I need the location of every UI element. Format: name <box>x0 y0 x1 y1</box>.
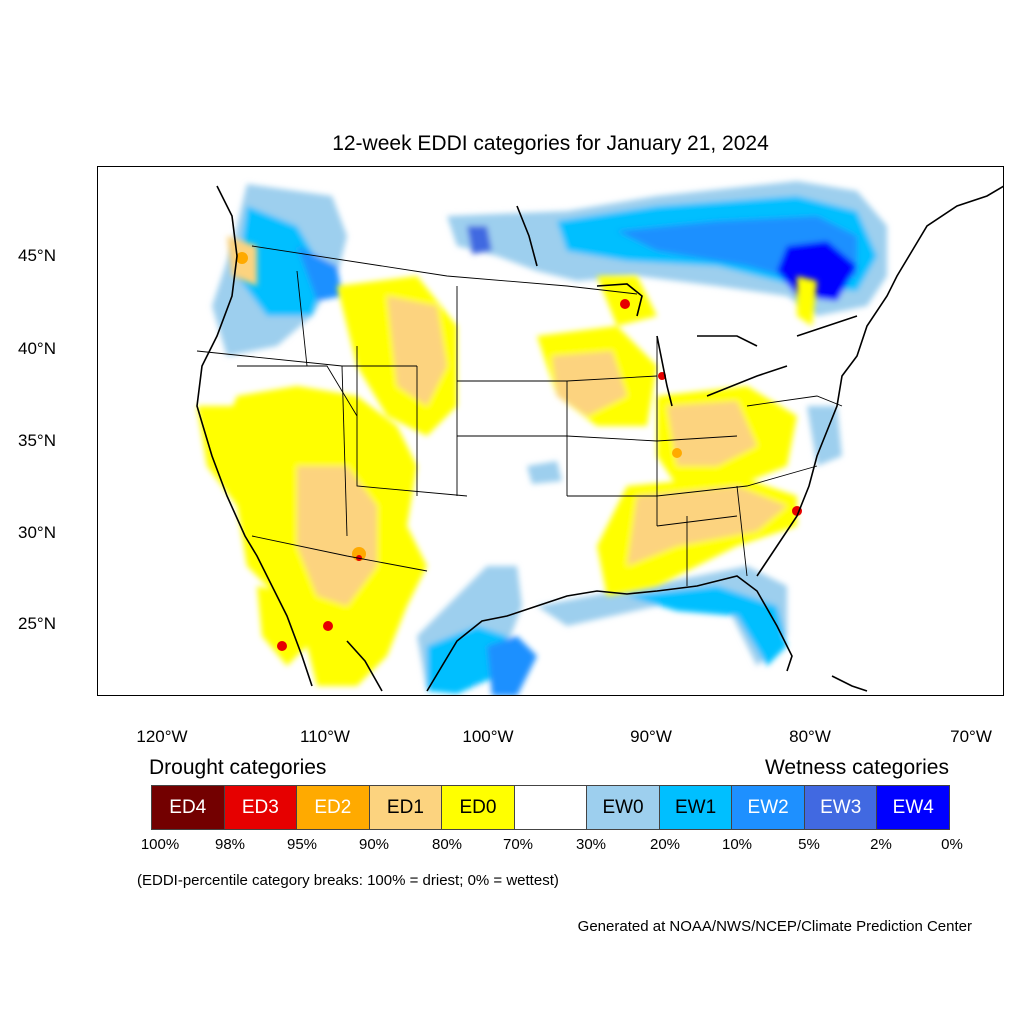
credit-line: Generated at NOAA/NWS/NCEP/Climate Predi… <box>577 918 972 935</box>
drought-regions <box>197 236 817 686</box>
lon-label-110: 110°W <box>300 727 350 746</box>
break-label: 80% <box>431 836 463 853</box>
political-borders <box>196 245 843 586</box>
legend-box-ed1: ED1 <box>369 786 443 829</box>
eddi-map <box>97 166 1004 696</box>
lon-label-120: 120°W <box>136 727 188 746</box>
lat-label-25: 25°N <box>18 614 56 633</box>
lat-label-45: 45°N <box>18 246 56 265</box>
legend-box-ed0: ED0 <box>442 786 515 829</box>
map-title: 12-week EDDI categories for January 21, … <box>332 132 769 155</box>
lon-label-80: 80°W <box>789 727 831 746</box>
legend-box-ew0: EW0 <box>587 786 660 829</box>
coastlines <box>196 185 1004 692</box>
legend-box-ew3: EW3 <box>804 786 878 829</box>
lon-label-70: 70°W <box>950 727 992 746</box>
lat-label-35: 35°N <box>18 431 56 450</box>
lat-label-40: 40°N <box>18 339 56 358</box>
legend-box-ew1: EW1 <box>659 786 733 829</box>
category-legend: ED4 ED3 ED2 ED1 ED0 EW0 EW1 EW2 EW3 EW4 <box>151 785 951 830</box>
break-label: 100% <box>140 836 180 853</box>
break-label: 5% <box>798 836 820 853</box>
lon-label-100: 100°W <box>462 727 514 746</box>
legend-box-ew2: EW2 <box>732 786 805 829</box>
category-note: (EDDI-percentile category breaks: 100% =… <box>137 872 559 889</box>
break-label: 98% <box>214 836 246 853</box>
break-label: 2% <box>870 836 892 853</box>
break-label: 20% <box>649 836 681 853</box>
legend-box-ed4: ED4 <box>151 786 225 829</box>
lat-label-30: 30°N <box>18 523 56 542</box>
legend-box-ew4: EW4 <box>877 786 951 829</box>
lon-label-90: 90°W <box>630 727 672 746</box>
break-label: 30% <box>575 836 607 853</box>
break-label: 90% <box>358 836 390 853</box>
legend-box-ed3: ED3 <box>224 786 298 829</box>
drought-heading: Drought categories <box>149 756 327 779</box>
wetness-regions <box>212 181 887 696</box>
break-label: 70% <box>502 836 534 853</box>
break-label: 10% <box>721 836 753 853</box>
legend-box-normal <box>514 786 588 829</box>
legend-box-ed2: ED2 <box>297 786 370 829</box>
break-label: 0% <box>941 836 963 853</box>
break-label: 95% <box>286 836 318 853</box>
wetness-heading: Wetness categories <box>764 756 949 779</box>
